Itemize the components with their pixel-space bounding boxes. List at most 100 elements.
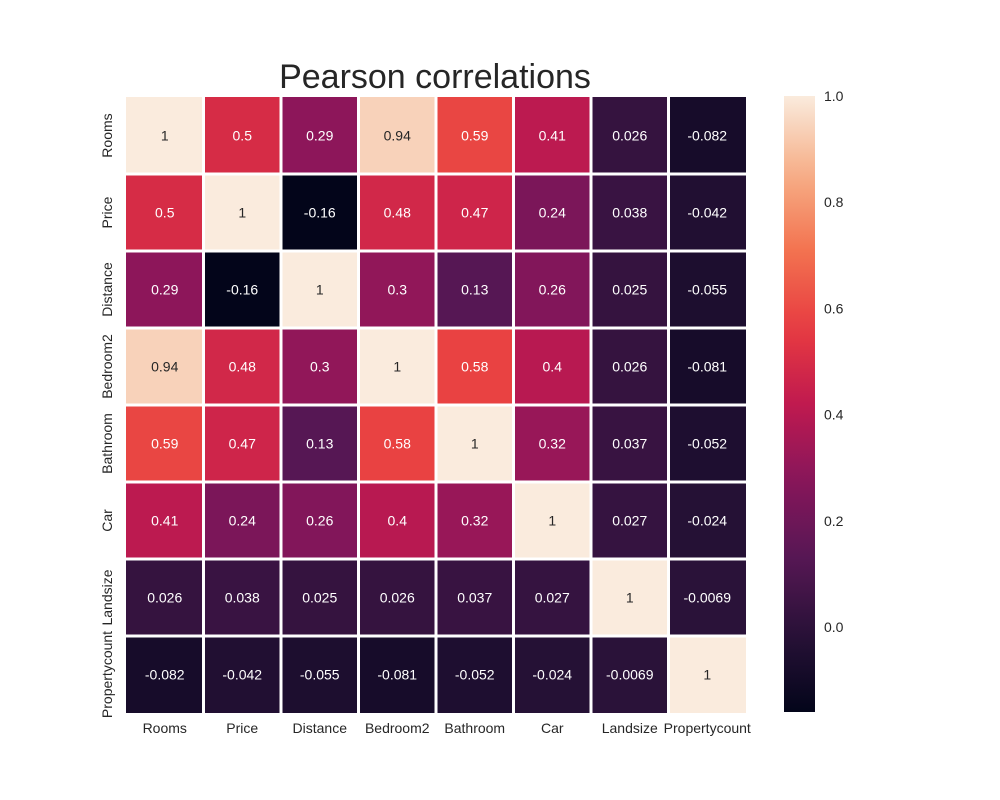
heatmap-cell-7-4 [437, 637, 512, 713]
heatmap-cell-3-6 [592, 329, 667, 404]
x-tick-label: Car [541, 720, 564, 736]
heatmap-cell-5-3 [360, 483, 435, 558]
cell-value-label: 0.24 [539, 205, 566, 221]
heatmap-cell-4-5 [515, 406, 590, 481]
heatmap-cell-4-0 [126, 406, 202, 481]
cell-value-label: 0.027 [535, 590, 570, 606]
colorbar-tick-label: 0.2 [824, 513, 844, 529]
cell-value-label: 0.32 [461, 513, 488, 529]
heatmap-cell-4-6 [592, 406, 667, 481]
heatmap-cell-4-2 [282, 406, 357, 481]
y-tick-label: Bathroom [99, 413, 115, 474]
cell-value-label: 0.41 [151, 513, 178, 529]
cell-value-label: 0.5 [155, 205, 175, 221]
colorbar-tick-label: 0.0 [824, 619, 844, 635]
cell-value-label: 0.027 [612, 513, 647, 529]
cell-value-label: -0.042 [687, 205, 727, 221]
cell-value-label: 0.038 [612, 205, 647, 221]
heatmap-cell-7-7 [670, 637, 746, 713]
cell-value-label: -0.024 [687, 513, 727, 529]
x-tick-label: Landsize [602, 720, 658, 736]
cell-value-label: -0.055 [687, 282, 727, 298]
heatmap-cell-2-1 [205, 252, 280, 327]
heatmap-cell-6-2 [282, 560, 357, 635]
heatmap-cell-7-1 [205, 637, 280, 713]
heatmap-cell-4-4 [437, 406, 512, 481]
heatmap-cell-1-4 [437, 175, 512, 250]
heatmap-cell-2-6 [592, 252, 667, 327]
cell-value-label: -0.052 [455, 667, 495, 683]
cell-value-label: -0.081 [687, 359, 727, 375]
heatmap-cell-3-0 [126, 329, 202, 404]
heatmap-cell-4-3 [360, 406, 435, 481]
cell-value-label: 0.58 [461, 359, 488, 375]
heatmap-cell-2-3 [360, 252, 435, 327]
x-tick-labels: Rooms Price Distance Bedroom2 Bathroom Car Lan… [143, 720, 751, 736]
x-tick-label: Rooms [143, 720, 187, 736]
heatmap-cell-6-3 [360, 560, 435, 635]
cell-value-label: 0.29 [151, 282, 178, 298]
heatmap-cell-7-2 [282, 637, 357, 713]
heatmap-cell-2-2 [282, 252, 357, 327]
heatmap-cell-7-0 [126, 637, 202, 713]
cell-value-label: 0.48 [229, 359, 256, 375]
cell-value-label: 0.037 [612, 436, 647, 452]
heatmap-cell-3-3 [360, 329, 435, 404]
cell-value-label: 0.038 [225, 590, 260, 606]
heatmap-cell-3-1 [205, 329, 280, 404]
cell-value-label: 0.47 [461, 205, 488, 221]
cell-value-label: 1 [316, 282, 324, 298]
heatmap-cell-5-6 [592, 483, 667, 558]
heatmap-cell-3-4 [437, 329, 512, 404]
cell-value-label: -0.082 [687, 128, 727, 144]
colorbar-tick-label: 1.0 [824, 88, 844, 104]
cell-value-label: -0.0069 [606, 667, 654, 683]
cell-value-label: 0.59 [151, 436, 178, 452]
heatmap-cell-7-5 [515, 637, 590, 713]
cell-value-label: 0.29 [306, 128, 333, 144]
cell-value-label: 0.025 [612, 282, 647, 298]
colorbar-tick-label: 0.8 [824, 194, 844, 210]
heatmap-cell-2-7 [670, 252, 746, 327]
cell-value-label: -0.0069 [684, 590, 732, 606]
cell-value-label: 1 [238, 205, 246, 221]
cell-value-label: -0.042 [222, 667, 262, 683]
y-tick-label: Rooms [99, 113, 115, 157]
heatmap-cell-0-6 [592, 97, 667, 173]
cell-value-label: 0.026 [147, 590, 182, 606]
heatmap-cell-0-2 [282, 97, 357, 173]
cell-value-label: 0.026 [612, 128, 647, 144]
cell-value-label: 0.026 [612, 359, 647, 375]
heatmap-cell-3-2 [282, 329, 357, 404]
cell-value-label: -0.055 [300, 667, 340, 683]
heatmap-cell-0-5 [515, 97, 590, 173]
cell-value-label: 1 [393, 359, 401, 375]
colorbar-tick-label: 0.4 [824, 407, 844, 423]
colorbar-tick-label: 0.6 [824, 300, 844, 316]
cell-value-label: 0.47 [229, 436, 256, 452]
heatmap-cell-2-5 [515, 252, 590, 327]
heatmap-cell-2-4 [437, 252, 512, 327]
y-tick-label: Distance [99, 262, 115, 317]
heatmap-cell-5-2 [282, 483, 357, 558]
heatmap-cell-2-0 [126, 252, 202, 327]
cell-value-label: 1 [626, 590, 634, 606]
y-tick-label: Bedroom2 [99, 334, 115, 399]
heatmap-cell-7-6 [592, 637, 667, 713]
y-tick-label: Price [99, 196, 115, 228]
heatmap-cell-0-4 [437, 97, 512, 173]
heatmap-cell-1-2 [282, 175, 357, 250]
x-tick-label: Price [226, 720, 258, 736]
heatmap-cell-5-4 [437, 483, 512, 558]
cell-value-label: 0.3 [310, 359, 330, 375]
cell-value-label: 0.5 [233, 128, 253, 144]
colorbar-gradient [784, 96, 815, 712]
cell-value-label: 0.4 [388, 513, 408, 529]
cell-value-label: 0.94 [384, 128, 411, 144]
heatmap-cell-5-5 [515, 483, 590, 558]
cell-value-label: -0.052 [687, 436, 727, 452]
x-tick-label: Bathroom [444, 720, 505, 736]
cell-value-label: 0.13 [461, 282, 488, 298]
